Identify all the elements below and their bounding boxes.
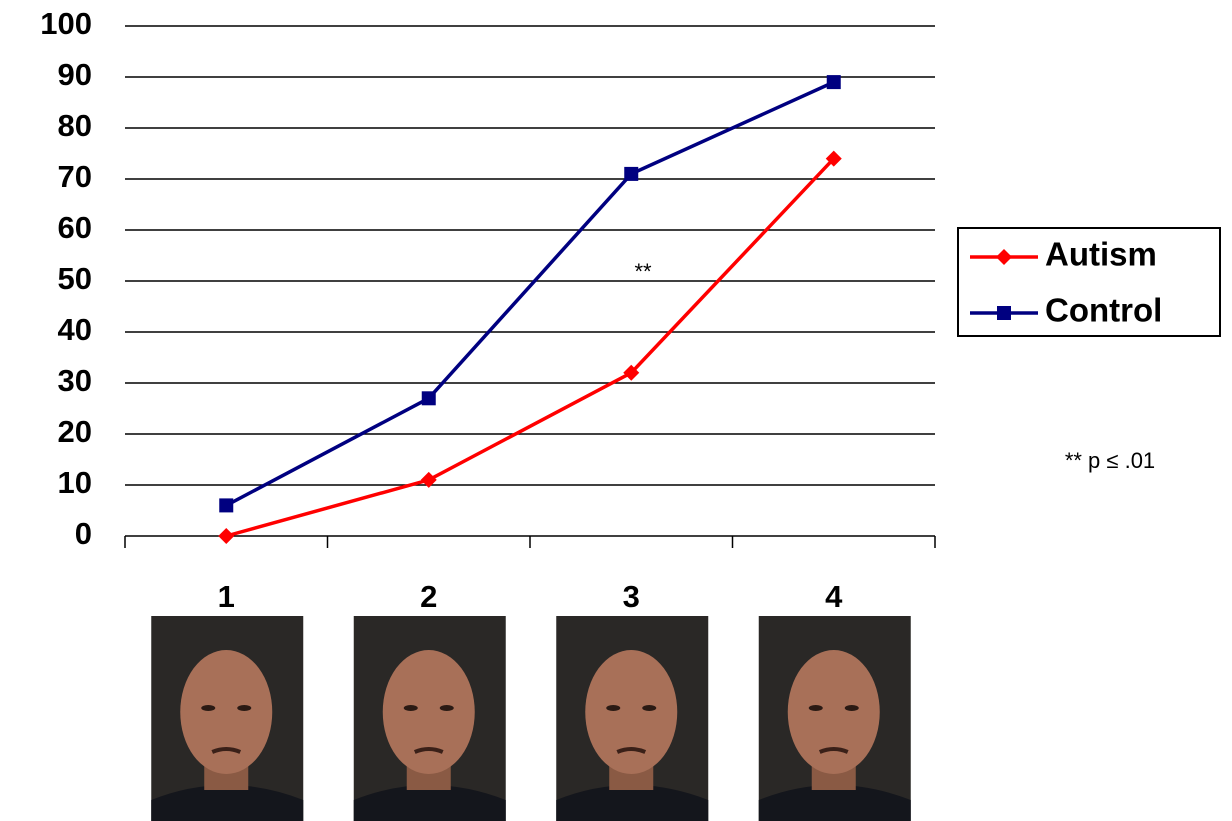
legend-marker [997, 306, 1011, 320]
head [180, 650, 272, 774]
y-tick-label: 80 [58, 108, 92, 143]
marker [827, 75, 841, 89]
chart: ** ** p ≤ .01 0 10 20 30 40 50 60 70 80 90 100 1 2 3 4… [0, 0, 1232, 821]
eye [845, 705, 859, 711]
y-tick-label: 100 [40, 6, 92, 41]
x-tick-label: 1 [218, 579, 235, 614]
y-tick-label: 90 [58, 57, 92, 92]
head [383, 650, 475, 774]
x-tick-label: 4 [825, 579, 843, 614]
marker [218, 528, 234, 544]
annotation: ** p ≤ .01 [1065, 448, 1155, 473]
marker [624, 167, 638, 181]
face-image [556, 616, 708, 821]
y-tick-label: 50 [58, 261, 92, 296]
legend-label: Autism [1045, 236, 1157, 273]
face-image [151, 616, 303, 821]
series-line [226, 82, 834, 505]
eye [606, 705, 620, 711]
y-tick-label: 40 [58, 312, 92, 347]
head [788, 650, 880, 774]
eye [440, 705, 454, 711]
y-tick-label: 30 [58, 363, 92, 398]
marker [422, 391, 436, 405]
face-image [759, 616, 911, 821]
marker [219, 498, 233, 512]
eye [642, 705, 656, 711]
x-tick-label: 2 [420, 579, 437, 614]
series-line [226, 159, 834, 536]
y-tick-label: 10 [58, 465, 92, 500]
head [585, 650, 677, 774]
eye [404, 705, 418, 711]
eye [809, 705, 823, 711]
legend-label: Control [1045, 292, 1162, 329]
eye [237, 705, 251, 711]
x-tick-label: 3 [623, 579, 640, 614]
y-tick-label: 60 [58, 210, 92, 245]
eye [201, 705, 215, 711]
annotation: ** [634, 259, 652, 284]
y-tick-label: 70 [58, 159, 92, 194]
face-image [354, 616, 506, 821]
y-tick-label: 20 [58, 414, 92, 449]
y-tick-label: 0 [75, 516, 92, 551]
